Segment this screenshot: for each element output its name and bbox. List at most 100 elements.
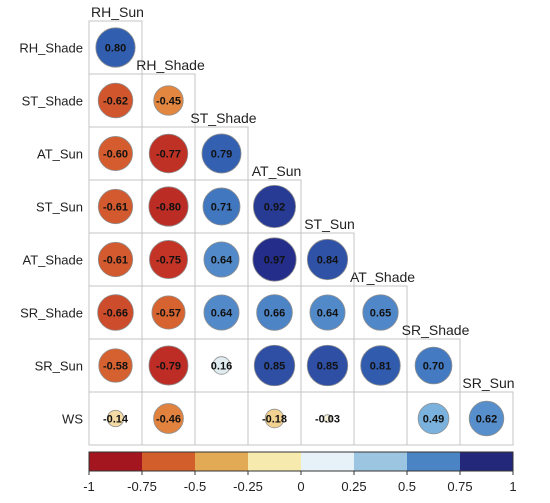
correlation-circle-at-sun-st-shade [201,133,242,174]
value-label-sr-sun-at-shade: 0.81 [370,361,391,373]
colorbar-tick-label: -0.75 [127,479,157,494]
correlation-circle-at-shade-st-shade [203,241,240,278]
value-label-at-shade-rh-sun: -0.61 [103,255,128,267]
grid-cell-ws-sr-sun [459,391,514,446]
correlation-circle-at-sun-rh-sun [98,136,133,171]
value-label-st-sun-rh-sun: -0.61 [103,202,128,214]
correlation-circle-sr-sun-st-shade [212,356,231,375]
colorbar-tick-label: -1 [83,479,95,494]
value-label-at-sun-st-shade: 0.79 [211,149,232,161]
correlation-circle-at-shade-st-sun [306,238,349,281]
column-label-sr-shade: SR_Shade [402,322,470,338]
value-label-at-sun-rh-sun: -0.60 [103,149,128,161]
value-label-at-shade-st-sun: 0.84 [317,255,339,267]
value-label-sr-sun-st-sun: 0.85 [317,361,338,373]
correlation-circle-ws-sr-sun [468,400,505,437]
correlation-circle-sr-shade-rh-sun [97,294,134,331]
colorbar-segment [354,452,408,471]
row-label-st-sun: ST_Sun [36,200,83,215]
row-label-rh-shade: RH_Shade [19,41,83,56]
correlation-circle-sr-shade-at-shade [362,294,399,331]
value-label-st-shade-rh-shade: -0.45 [156,96,181,108]
value-label-st-sun-rh-shade: -0.80 [156,202,181,214]
value-label-sr-shade-st-sun: 0.64 [317,308,339,320]
row-label-sr-shade: SR_Shade [20,306,83,321]
colorbar-tick-label: 0.75 [447,479,472,494]
correlation-circle-st-shade-rh-sun [97,82,134,119]
value-label-sr-sun-at-sun: 0.85 [264,361,285,373]
value-label-sr-shade-st-shade: 0.64 [211,308,233,320]
column-label-at-sun: AT_Sun [252,163,302,179]
value-label-sr-sun-st-shade: 0.16 [211,361,232,373]
correlation-circle-at-shade-rh-sun [97,241,134,278]
correlation-circle-ws-at-sun [264,408,285,429]
value-label-sr-shade-rh-shade: -0.57 [156,308,181,320]
column-label-at-shade: AT_Shade [350,269,415,285]
column-label-st-sun: ST_Sun [304,216,355,232]
colorbar: -1 -0.75 -0.5 -0.25 0 0.25 0.5 0.75 1 [83,451,517,494]
value-label-ws-rh-shade: -0.46 [156,414,181,426]
correlation-circle-st-sun-rh-sun [97,188,134,225]
value-label-sr-sun-rh-sun: -0.58 [103,361,128,373]
correlation-circle-ws-st-sun [323,414,332,423]
value-label-sr-sun-sr-shade: 0.70 [423,361,444,373]
correlation-circle-sr-shade-at-sun [256,294,293,331]
colorbar-tick-label: -0.5 [184,479,206,494]
correlation-circle-ws-sr-shade [417,402,450,435]
value-label-sr-shade-at-sun: 0.66 [264,308,285,320]
value-label-st-sun-at-sun: 0.92 [264,202,285,214]
row-label-at-shade: AT_Shade [23,253,83,268]
value-label-rh-shade-rh-sun: 0.80 [105,43,126,55]
correlation-circle-sr-sun-at-sun [253,344,296,387]
correlation-circle-at-shade-rh-shade [149,240,188,279]
column-label-sr-sun: SR_Sun [462,375,514,391]
correlation-circle-sr-sun-rh-shade [148,345,189,386]
colorbar-segment [142,452,196,471]
correlation-circle-st-sun-rh-shade [148,186,189,227]
colorbar-segment [248,452,302,471]
grid-cell-ws-st-shade [194,391,249,446]
grid-cell-ws-at-shade [353,391,408,446]
value-label-at-shade-at-sun: 0.97 [264,255,285,267]
correlation-circle-st-shade-rh-shade [153,85,184,116]
colorbar-tick-label: 0 [297,479,304,494]
value-label-at-shade-st-shade: 0.64 [211,255,233,267]
correlation-circle-ws-rh-shade [153,403,184,434]
colorbar-tick-label: 1 [509,479,516,494]
correlation-circle-at-sun-rh-shade [148,133,189,174]
colorbar-segment [195,452,249,471]
value-label-sr-sun-rh-shade: -0.79 [156,361,181,373]
correlation-circle-sr-shade-rh-shade [151,295,186,330]
value-label-ws-sr-sun: 0.62 [476,414,497,426]
correlation-circle-st-sun-st-shade [202,187,241,226]
colorbar-tick-label: 0.5 [398,479,416,494]
value-label-ws-at-sun: -0.18 [262,414,287,426]
row-label-st-shade: ST_Shade [22,94,83,109]
correlation-circle-ws-rh-sun [106,409,125,428]
value-label-st-shade-rh-sun: -0.62 [103,96,128,108]
correlation-circle-sr-sun-st-sun [306,344,349,387]
value-label-sr-shade-at-shade: 0.65 [370,308,391,320]
correlation-circle-st-sun-at-sun [252,184,297,229]
column-label-rh-shade: RH_Shade [136,57,205,73]
colorbar-segment [407,452,461,471]
value-label-ws-rh-sun: -0.14 [103,414,129,426]
correlation-circle-sr-sun-at-shade [360,345,401,386]
colorbar-segment [460,452,514,471]
value-label-st-sun-st-shade: 0.71 [211,202,232,214]
correlation-circle-sr-sun-rh-sun [98,348,133,383]
value-label-at-sun-rh-shade: -0.77 [156,149,181,161]
row-label-ws: WS [62,412,83,427]
colorbar-segment [89,452,143,471]
row-label-at-sun: AT_Sun [37,147,83,162]
correlation-circle-sr-shade-st-shade [203,294,240,331]
colorbar-tick-label: 0.25 [341,479,366,494]
colorbar-tick-label: -0.25 [233,479,263,494]
circle-layer [95,27,505,437]
column-label-st-shade: ST_Shade [190,110,256,126]
value-label-ws-st-sun: -0.03 [315,414,340,426]
correlation-circle-at-shade-at-sun [252,237,297,282]
correlation-circle-rh-shade-rh-sun [95,27,136,68]
value-label-sr-shade-rh-sun: -0.66 [103,308,128,320]
value-label-ws-sr-shade: 0.49 [423,414,444,426]
